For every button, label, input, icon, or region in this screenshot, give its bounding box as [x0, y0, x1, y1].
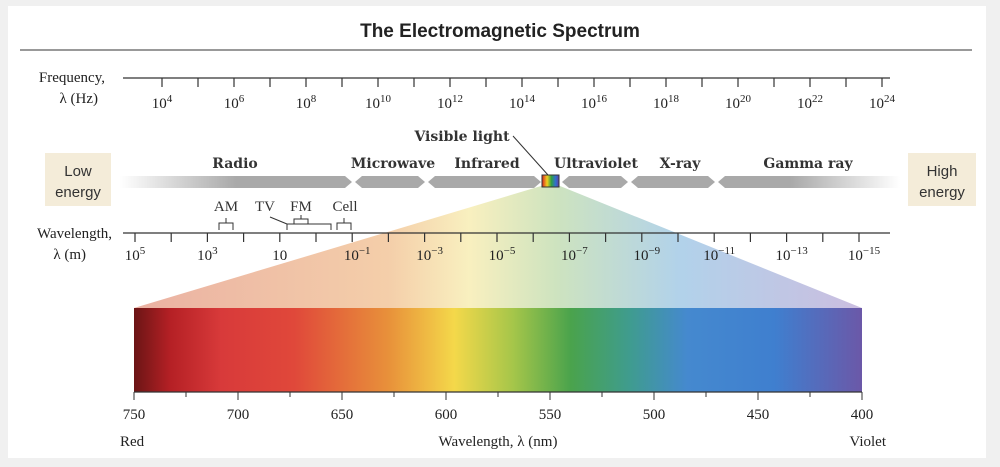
- low-energy-label-2: energy: [55, 184, 101, 201]
- visible-light-leader: [512, 135, 549, 176]
- nm-tick-label: 700: [227, 407, 250, 423]
- wavelength-tick-label: 103: [197, 245, 218, 264]
- violet-label: Violet: [849, 434, 886, 450]
- subband-fm: FM: [290, 199, 312, 215]
- nm-axis-title: Wavelength, λ (nm): [439, 434, 558, 450]
- high-energy-label-1: High: [927, 163, 958, 180]
- frequency-tick-label: 1022: [797, 93, 823, 112]
- visible-spectrum-bar: [134, 308, 862, 392]
- frequency-tick-label: 1024: [869, 93, 896, 112]
- gamma-ray-arrow: [718, 176, 900, 188]
- wavelength-tick-label: 10−15: [848, 245, 881, 264]
- nm-tick-label: 650: [331, 407, 354, 423]
- frequency-unit: λ (Hz): [59, 91, 98, 107]
- nm-tick-label: 750: [123, 407, 146, 423]
- radio-arrow: [120, 176, 352, 188]
- subband-tv: TV: [255, 199, 275, 215]
- band-label-infrared: Infrared: [454, 156, 519, 172]
- subband-am: AM: [214, 199, 238, 215]
- low-energy-label-1: Low: [64, 163, 92, 180]
- nm-tick-label: 600: [435, 407, 458, 423]
- frequency-ticks: 104 106 108 1010 1012 1014 1016 1018 1020 1022 102…: [152, 78, 896, 112]
- wavelength-unit: λ (m): [53, 247, 86, 263]
- nm-ticks: 750 700 650 600 550 500 450 400: [123, 392, 874, 423]
- microwave-arrow: [355, 176, 425, 188]
- frequency-tick-label: 1020: [725, 93, 752, 112]
- band-label-microwave: Microwave: [351, 156, 435, 172]
- xray-arrow: [631, 176, 715, 188]
- frequency-tick-label: 1012: [437, 93, 463, 112]
- subband-brackets: [218, 215, 352, 230]
- high-energy-label-2: energy: [919, 184, 965, 201]
- band-label-radio: Radio: [212, 156, 257, 172]
- frequency-tick-label: 108: [296, 93, 317, 112]
- infrared-arrow: [428, 176, 541, 188]
- frequency-tick-label: 1018: [653, 93, 680, 112]
- wavelength-tick-label: 10−11: [703, 245, 735, 264]
- frequency-tick-label: 1016: [581, 93, 608, 112]
- wavelength-tick-label: 10−5: [489, 245, 516, 264]
- visible-light-marker: [541, 174, 560, 188]
- wavelength-tick-label: 10−7: [561, 245, 588, 264]
- ultraviolet-arrow: [562, 176, 628, 188]
- wavelength-tick-label: 10: [272, 248, 287, 264]
- red-label: Red: [120, 434, 145, 450]
- frequency-tick-label: 1014: [509, 93, 536, 112]
- frequency-tick-label: 106: [224, 93, 245, 112]
- wavelength-tick-label: 10−3: [416, 245, 443, 264]
- wavelength-tick-label: 10−1: [344, 245, 371, 264]
- wavelength-label: Wavelength,: [37, 226, 112, 242]
- low-energy-box: [45, 153, 111, 206]
- wavelength-tick-label: 105: [125, 245, 146, 264]
- high-energy-box: [908, 153, 976, 206]
- nm-tick-label: 450: [747, 407, 770, 423]
- nm-tick-label: 500: [643, 407, 666, 423]
- frequency-label: Frequency,: [39, 70, 105, 86]
- band-label-gamma-ray: Gamma ray: [763, 156, 853, 172]
- wavelength-tick-label: 10−13: [775, 245, 808, 264]
- wavelength-ticks: 105 103 10 10−1 10−3 10−5 10−7 10−9 10−11 10−13 10…: [125, 233, 881, 264]
- diagram-title: The Electromagnetic Spectrum: [360, 21, 640, 42]
- subband-cell: Cell: [333, 199, 358, 215]
- nm-tick-label: 550: [539, 407, 562, 423]
- visible-funnel: [134, 186, 862, 308]
- nm-tick-label: 400: [851, 407, 874, 423]
- band-label-xray: X-ray: [660, 156, 702, 172]
- band-label-ultraviolet: Ultraviolet: [554, 156, 638, 172]
- frequency-tick-label: 1010: [365, 93, 392, 112]
- frequency-tick-label: 104: [152, 93, 173, 112]
- wavelength-tick-label: 10−9: [633, 245, 660, 264]
- visible-light-label: Visible light: [413, 129, 510, 145]
